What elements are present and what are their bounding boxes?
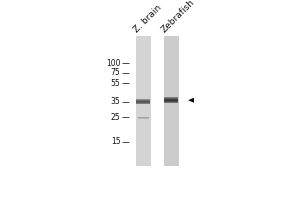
Text: 55: 55 xyxy=(111,79,121,88)
Text: 100: 100 xyxy=(106,59,121,68)
Bar xyxy=(136,36,151,166)
Bar xyxy=(164,36,179,166)
Text: 15: 15 xyxy=(111,137,121,146)
Polygon shape xyxy=(188,98,194,103)
Text: 35: 35 xyxy=(111,97,121,106)
Text: 25: 25 xyxy=(111,113,121,122)
Text: Z. brain: Z. brain xyxy=(132,3,163,35)
Text: 75: 75 xyxy=(111,68,121,77)
Text: Zebrafish: Zebrafish xyxy=(160,0,197,35)
